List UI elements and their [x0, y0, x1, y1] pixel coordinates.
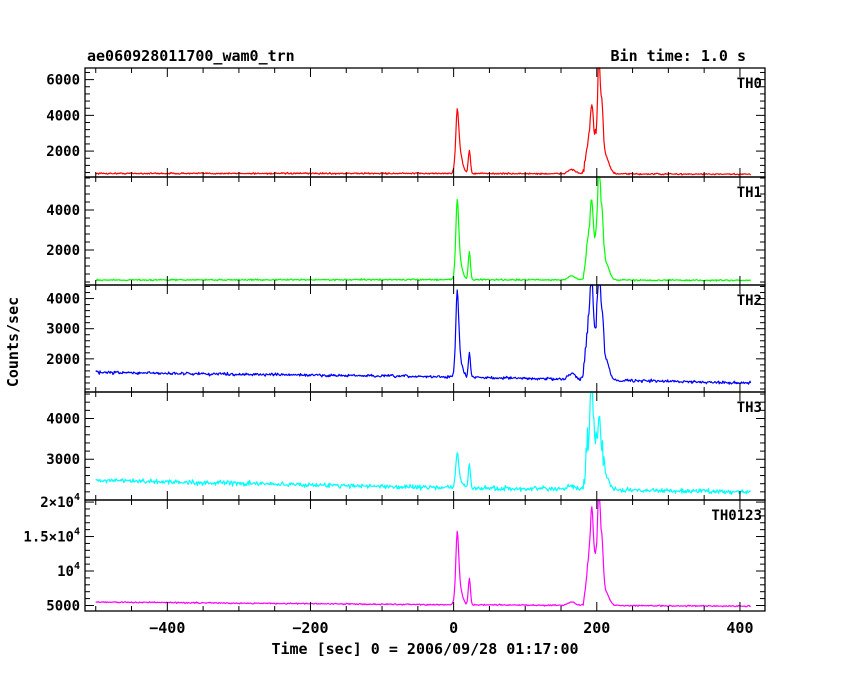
y-tick-label: 5000 — [46, 598, 80, 614]
y-tick-label: 4000 — [46, 203, 80, 219]
chart-title: ae060928011700_wam0_trn — [87, 47, 295, 65]
series-line-th1 — [95, 176, 752, 282]
y-tick-label: 2000 — [46, 243, 80, 259]
y-tick-label: 2000 — [46, 352, 80, 368]
y-tick-label: 4000 — [46, 411, 80, 427]
x-axis: −400 −200 0 200 400 — [149, 619, 753, 637]
panel-th0123: 5000 104 1.5×104 2×104 TH0123 — [23, 492, 766, 614]
x-tick-label: 0 — [449, 619, 458, 637]
y-tick-label: 104 — [57, 561, 80, 580]
panel-th1: 2000 4000 TH1 — [46, 176, 766, 286]
panel-th2: 2000 3000 4000 TH2 — [46, 284, 766, 393]
series-line-th0 — [95, 67, 752, 176]
panel-label-th3: TH3 — [737, 400, 762, 416]
series-line-th0123 — [95, 499, 751, 608]
series-line-th3 — [95, 391, 751, 495]
y-tick-label: 3000 — [46, 322, 80, 338]
panel-frame — [84, 67, 766, 178]
x-tick-label: −400 — [149, 619, 185, 637]
y-axis-label: Counts/sec — [4, 297, 22, 387]
panel-frame — [84, 499, 766, 612]
panel-label-th2: TH2 — [737, 293, 762, 309]
panel-label-th0: TH0 — [737, 76, 762, 92]
series-line-th2 — [95, 284, 752, 385]
panel-th3: 3000 4000 TH3 — [46, 391, 766, 501]
panels-group: 2000 4000 6000 TH0 2000 4000 TH1 2000 3000 4000 TH… — [23, 67, 766, 614]
y-tick-label: 2000 — [46, 144, 80, 160]
x-tick-label: 400 — [726, 619, 753, 637]
panel-frame — [84, 176, 766, 286]
y-tick-label: 3000 — [46, 452, 80, 468]
panel-frame — [84, 391, 766, 501]
bin-time-label: Bin time: 1.0 s — [611, 47, 746, 65]
x-tick-label: −200 — [292, 619, 328, 637]
y-tick-label: 2×104 — [40, 492, 80, 511]
panel-label-th1: TH1 — [737, 185, 762, 201]
x-tick-label: 200 — [583, 619, 610, 637]
panel-th0: 2000 4000 6000 TH0 — [46, 67, 766, 178]
x-axis-label: Time [sec] 0 = 2006/09/28 01:17:00 — [271, 640, 578, 658]
panel-label-th0123: TH0123 — [711, 508, 762, 524]
y-tick-label: 6000 — [46, 73, 80, 89]
y-tick-label: 4000 — [46, 108, 80, 124]
y-tick-label: 4000 — [46, 292, 80, 308]
y-tick-label: 1.5×104 — [23, 527, 80, 546]
